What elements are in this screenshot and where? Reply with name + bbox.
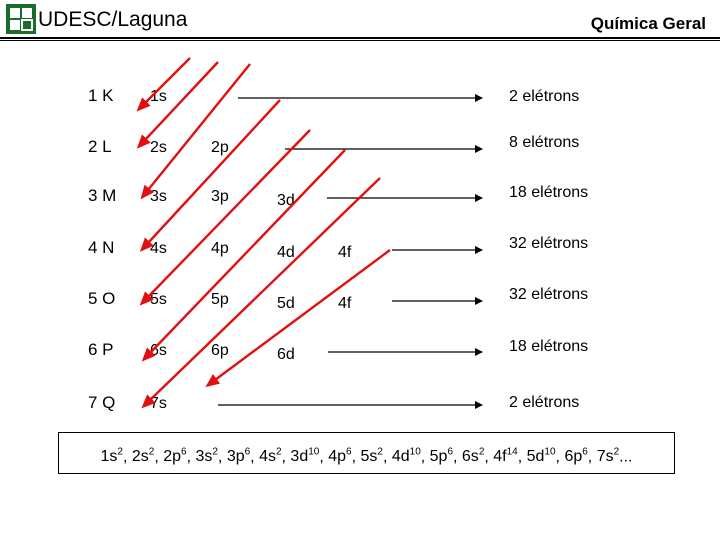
orbital-4f: 4f [338,244,352,261]
sequence-term-orbital: 2p [163,448,181,466]
shell-capacity: 2 elétrons [509,88,580,105]
orbital-5d: 5d [277,295,295,312]
sequence-term-electrons: 2 [613,447,620,458]
sequence-term: 4s2 [259,447,282,466]
sequence-term-electrons: 2 [117,447,123,458]
sequence-term: 1s2 [100,447,123,466]
electron-configuration-sequence: 1s2, 2s2, 2p6, 3s2, 3p6, 4s2, 3d10, 4p6,… [58,432,675,474]
filling-order-arrow [140,63,251,200]
sequence-term: 5p6 [429,447,454,466]
sequence-term-orbital: 5s [360,448,378,466]
shell-label: 3 M [88,186,117,205]
orbital-6p: 6p [211,342,229,359]
sequence-term: 5s2 [360,447,383,466]
orbital-4f: 4f [338,295,352,312]
sequence-term-electrons: 2 [275,447,282,458]
filling-order-arrow [136,57,191,112]
sequence-term-electrons: 10 [308,447,320,458]
sequence-term: 2p6 [163,447,187,466]
sequence-term: 5d10 [526,447,556,466]
sequence-term-electrons: 2 [148,447,155,458]
shell-label: 6 P [88,340,114,359]
sequence-term-electrons: 14 [506,447,518,458]
orbital-4p: 4p [211,240,229,257]
sequence-term-electrons: 6 [582,447,588,458]
sequence-term-orbital: 5p [429,448,448,466]
sequence-term-electrons: 6 [244,447,251,458]
shell-label: 7 Q [88,393,116,412]
sequence-term-electrons: 6 [447,447,454,458]
sequence-term: 7s2 [596,447,620,466]
shell-capacity: 32 elétrons [509,286,589,303]
sequence-term: 3d10 [290,447,320,466]
shell-capacity: 8 elétrons [509,134,580,151]
sequence-term-orbital: 5d [526,448,545,466]
sequence-term-electrons: 2 [212,447,218,458]
shell-label: 1 K [88,86,114,105]
sequence-term-orbital: 4f [493,448,507,466]
sequence-term-orbital: 4s [259,448,276,466]
sequence-term-electrons: 6 [346,447,352,458]
header-divider-thin [0,40,720,41]
header-divider [0,37,720,39]
filling-order-arrow [139,129,311,306]
sequence-term-orbital: 7s [596,448,614,466]
sequence-term-orbital: 3p [226,448,245,466]
course-title: Química Geral [590,14,706,33]
shell-label: 4 N [88,238,115,257]
sequence-ellipsis: ... [619,448,633,466]
sequence-term-orbital: 3d [290,448,309,466]
orbital-5s: 5s [150,291,167,308]
sequence-term: 6s2 [461,447,485,466]
sequence-term-electrons: 2 [478,447,485,458]
shell-capacity: 32 elétrons [509,235,589,252]
sequence-term: 3s2 [195,447,218,466]
sequence-term: 4f14 [493,447,518,466]
filling-order-arrow [205,249,391,388]
sequence-term-orbital: 1s [100,448,118,466]
udesc-logo-icon [6,4,36,34]
sequence-term-electrons: 2 [377,447,383,458]
sequence-term-orbital: 3s [195,448,213,466]
orbital-3d: 3d [277,192,295,209]
shell-capacity: 18 elétrons [509,184,589,201]
sequence-term-electrons: 10 [544,447,556,458]
org-name: UDESC/Laguna [38,8,188,31]
sequence-term-orbital: 6p [564,448,583,466]
orbital-4s: 4s [150,240,167,257]
sequence-term: 4p6 [328,447,352,466]
filling-order-arrow [139,99,281,252]
orbital-3p: 3p [211,188,229,205]
orbital-2s: 2s [150,139,167,156]
sequence-term: 2s2 [131,447,155,466]
sequence-term-electrons: 10 [409,447,421,458]
sequence-term: 4d10 [391,447,421,466]
sequence-term-orbital: 4p [328,448,347,466]
sequence-term: 3p6 [226,447,251,466]
filling-order-arrow [141,149,346,362]
shell-capacity: 18 elétrons [509,338,589,355]
sequence-term-electrons: 6 [181,447,187,458]
shell-label: 2 L [88,137,112,156]
shell-label: 5 O [88,289,116,308]
filling-order-arrow [136,61,219,149]
sequence-term: 6p6 [564,447,588,466]
sequence-term-orbital: 4d [391,448,410,466]
sequence-term-orbital: 6s [461,448,479,466]
orbital-4d: 4d [277,244,295,261]
orbital-5p: 5p [211,291,229,308]
shell-capacity: 2 elétrons [509,394,580,411]
sequence-term-orbital: 2s [131,448,149,466]
filling-order-arrow [141,177,381,409]
orbital-2p: 2p [211,139,229,156]
orbital-6d: 6d [277,346,295,363]
orbital-3s: 3s [150,188,167,205]
header: UDESC/Laguna Química Geral [0,0,720,48]
